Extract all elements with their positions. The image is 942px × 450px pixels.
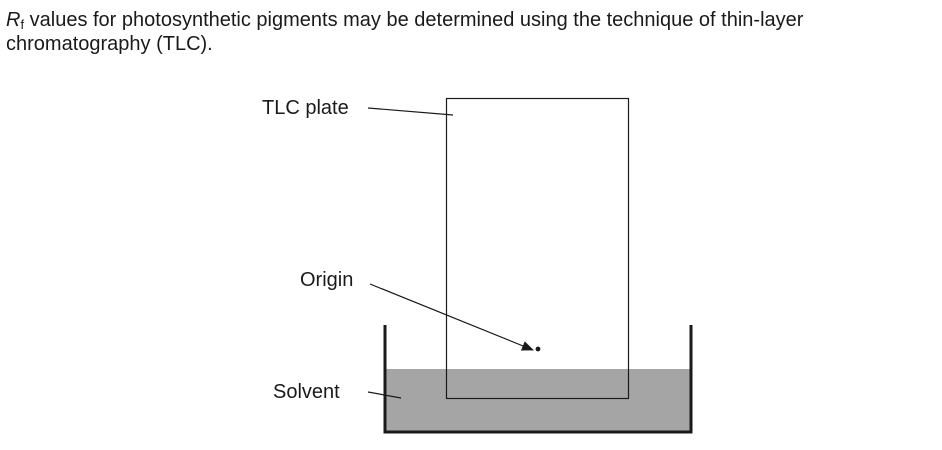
tlc-plate-label: TLC plate (262, 97, 349, 119)
tlc-plate-leader-line (368, 108, 453, 115)
origin-spot (536, 347, 541, 352)
solvent-label: Solvent (273, 381, 340, 403)
solvent-liquid (386, 369, 690, 431)
origin-label: Origin (300, 269, 353, 291)
tlc-plate (447, 99, 629, 399)
origin-leader-arrow (370, 284, 533, 350)
